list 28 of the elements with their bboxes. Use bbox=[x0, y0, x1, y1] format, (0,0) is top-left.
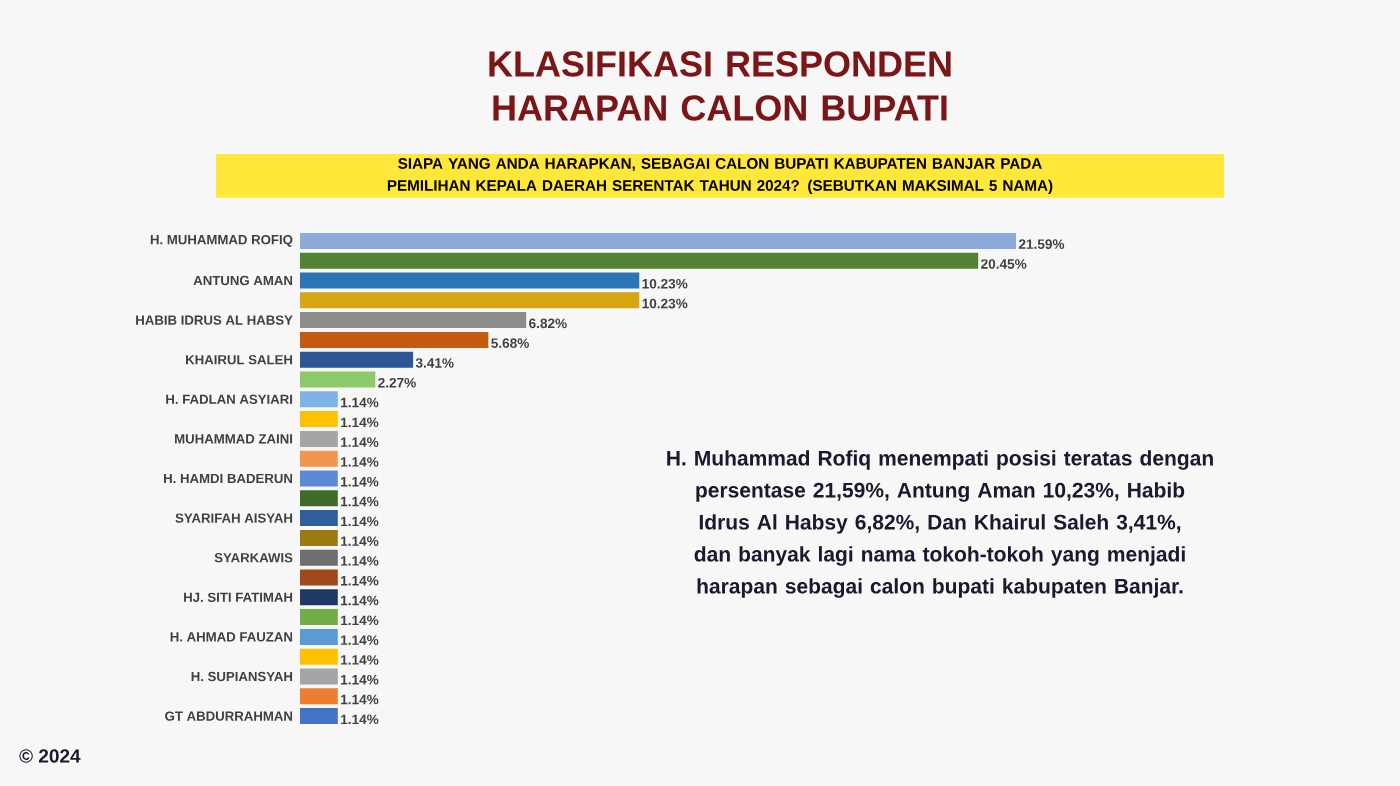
bar bbox=[300, 371, 376, 388]
bar bbox=[300, 232, 1017, 249]
bar bbox=[300, 411, 338, 428]
bar bbox=[300, 272, 640, 289]
bar bbox=[300, 708, 338, 725]
bar bbox=[300, 668, 338, 685]
bar bbox=[300, 609, 338, 626]
bar bbox=[300, 450, 338, 467]
bar bbox=[300, 312, 527, 329]
bar bbox=[300, 430, 338, 447]
bar bbox=[300, 648, 338, 665]
bar bbox=[300, 569, 338, 586]
bar bbox=[300, 688, 338, 705]
bar bbox=[300, 470, 338, 487]
annotation: H. Muhammad Rofiq menempati posisi teratas dengan persentase 21,59%, Antung Aman 10,23%, Habib Idrus Al Habsy 6,82%, Dan Khairul Saleh 3,41%, dan banyak lagi nama tokoh-tokoh yang menjadi harapan sebagai calon bupati kabupaten Banjar. bbox=[667, 450, 1213, 598]
bar bbox=[300, 252, 979, 269]
bar bbox=[300, 331, 489, 348]
bar bbox=[300, 292, 640, 309]
bar bbox=[300, 510, 338, 527]
chart-title: KLASIFIKASI RESPONDEN HARAPAN CALON BUPATI bbox=[489, 51, 951, 121]
bar bbox=[300, 549, 338, 566]
bar bbox=[300, 490, 338, 507]
bar bbox=[300, 628, 338, 645]
bar bbox=[300, 391, 338, 408]
bar bbox=[300, 529, 338, 546]
bar bbox=[300, 589, 338, 606]
bar bbox=[300, 351, 414, 368]
text: © 2024 bbox=[19, 749, 81, 763]
